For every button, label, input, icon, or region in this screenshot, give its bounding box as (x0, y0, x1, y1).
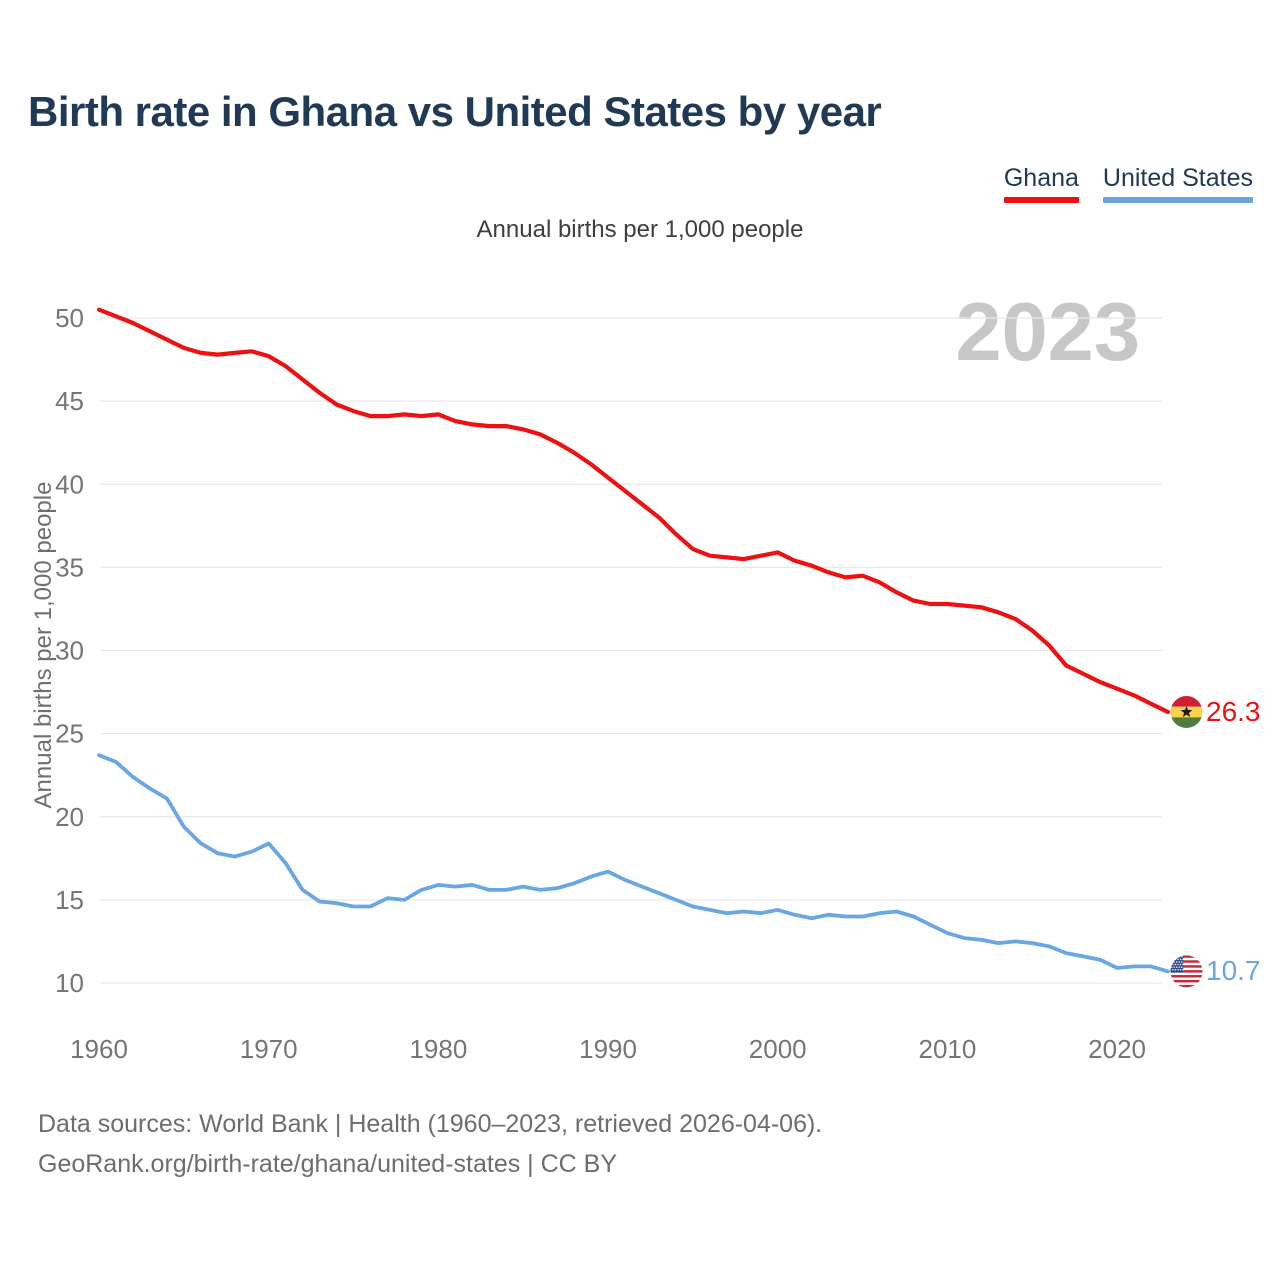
y-tick-label-25: 25 (55, 719, 84, 749)
page-title: Birth rate in Ghana vs United States by … (28, 88, 882, 135)
us-flag-icon (1170, 955, 1203, 988)
legend: Ghana United States (1003, 164, 1253, 203)
y-tick-label-30: 30 (55, 636, 84, 666)
y-tick-label-45: 45 (55, 386, 84, 416)
legend-swatch-united-states (1102, 197, 1253, 203)
x-tick-label-2010: 2010 (918, 1034, 976, 1064)
y-tick-label-50: 50 (55, 303, 84, 333)
y-tick-label-20: 20 (55, 802, 84, 832)
series-line-ghana (96, 307, 1171, 715)
ghana-end-value: 26.3 (1206, 696, 1261, 727)
legend-item-ghana[interactable]: Ghana (1003, 164, 1079, 203)
y-tick-label-15: 15 (55, 885, 84, 915)
us-end-value: 10.7 (1206, 955, 1261, 987)
x-tick-label-2000: 2000 (749, 1034, 807, 1064)
ghana-flag-icon (1170, 696, 1203, 729)
legend-label-united-states: United States (1102, 164, 1253, 192)
footer-sources-line: Data sources: World Bank | Health (1960–… (38, 1110, 823, 1138)
y-tick-label-10: 10 (55, 968, 84, 998)
x-tick-label-2020: 2020 (1088, 1034, 1146, 1064)
legend-item-united-states[interactable]: United States (1102, 164, 1253, 203)
y-tick-label-40: 40 (55, 469, 84, 499)
footer: Data sources: World Bank | Health (1960–… (38, 1104, 822, 1184)
legend-label-ghana: Ghana (1003, 164, 1079, 192)
series-line-united-states (97, 753, 1170, 974)
watermark-year: 2023 (955, 285, 1140, 378)
x-tick-label-1960: 1960 (70, 1034, 128, 1064)
x-tick-label-1970: 1970 (240, 1034, 298, 1064)
x-tick-label-1990: 1990 (579, 1034, 637, 1064)
y-tick-label-35: 35 (55, 552, 84, 582)
footer-attribution-line: GeoRank.org/birth-rate/ghana/united-stat… (38, 1150, 618, 1178)
legend-swatch-ghana (1003, 197, 1079, 203)
chart-subtitle: Annual births per 1,000 people (476, 216, 804, 243)
x-tick-label-1980: 1980 (409, 1034, 467, 1064)
